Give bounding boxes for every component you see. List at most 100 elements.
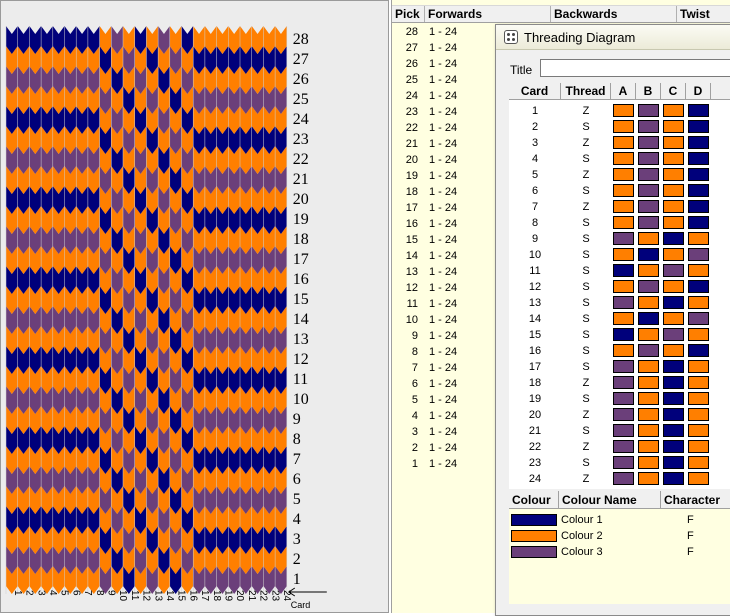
hole-colour-cell[interactable] — [613, 472, 634, 485]
thread-direction[interactable]: Z — [582, 441, 590, 453]
column-header-colour-name[interactable]: Colour Name — [559, 491, 661, 509]
hole-colour-cell[interactable] — [638, 424, 659, 437]
hole-colour-cell[interactable] — [613, 440, 634, 453]
pattern-preview-panel[interactable]: 1 2 3 4 5 6 7 8 9 10 11 12 13 14 15 16 17 18 19 20 21 22 23 24 2… — [0, 0, 389, 613]
window-titlebar[interactable]: Threading Diagram — [496, 25, 730, 50]
column-header-b[interactable]: B — [636, 83, 661, 100]
hole-colour-cell[interactable] — [613, 136, 634, 149]
colour-row[interactable]: Colour 3 F — [509, 544, 730, 560]
card-row[interactable]: 17 S — [509, 359, 730, 375]
card-row[interactable]: 20 Z — [509, 407, 730, 423]
hole-colour-cell[interactable] — [688, 456, 709, 469]
card-row[interactable]: 13 S — [509, 295, 730, 311]
thread-direction[interactable]: Z — [582, 201, 590, 213]
hole-colour-cell[interactable] — [638, 152, 659, 165]
thread-direction[interactable]: Z — [582, 105, 590, 117]
thread-direction[interactable]: S — [582, 185, 590, 197]
thread-direction[interactable]: S — [582, 393, 590, 405]
hole-colour-cell[interactable] — [663, 120, 684, 133]
hole-colour-cell[interactable] — [663, 408, 684, 421]
thread-direction[interactable]: Z — [582, 169, 590, 181]
hole-colour-cell[interactable] — [663, 184, 684, 197]
column-header-pick[interactable]: Pick — [392, 6, 425, 22]
hole-colour-cell[interactable] — [613, 120, 634, 133]
thread-direction[interactable]: S — [582, 281, 590, 293]
hole-colour-cell[interactable] — [613, 168, 634, 181]
hole-colour-cell[interactable] — [663, 344, 684, 357]
hole-colour-cell[interactable] — [613, 328, 634, 341]
hole-colour-cell[interactable] — [663, 264, 684, 277]
hole-colour-cell[interactable] — [613, 200, 634, 213]
thread-direction[interactable]: S — [582, 345, 590, 357]
thread-direction[interactable]: S — [582, 233, 590, 245]
hole-colour-cell[interactable] — [638, 472, 659, 485]
hole-colour-cell[interactable] — [688, 376, 709, 389]
hole-colour-cell[interactable] — [688, 152, 709, 165]
hole-colour-cell[interactable] — [638, 216, 659, 229]
card-threading-table[interactable]: Card Thread A B C D 1 Z 2 S 3 Z 4 S 5 Z 6 S 7 Z 8 S 9 S 10… — [509, 83, 730, 489]
hole-colour-cell[interactable] — [638, 232, 659, 245]
thread-direction[interactable]: S — [582, 153, 590, 165]
hole-colour-cell[interactable] — [663, 440, 684, 453]
hole-colour-cell[interactable] — [663, 360, 684, 373]
thread-direction[interactable]: S — [582, 249, 590, 261]
hole-colour-cell[interactable] — [688, 424, 709, 437]
title-input[interactable] — [540, 59, 730, 77]
card-row[interactable]: 24 Z — [509, 471, 730, 487]
hole-colour-cell[interactable] — [688, 312, 709, 325]
thread-direction[interactable]: Z — [582, 473, 590, 485]
column-header-c[interactable]: C — [661, 83, 686, 100]
hole-colour-cell[interactable] — [688, 248, 709, 261]
hole-colour-cell[interactable] — [663, 376, 684, 389]
hole-colour-cell[interactable] — [663, 248, 684, 261]
hole-colour-cell[interactable] — [613, 280, 634, 293]
thread-direction[interactable]: Z — [582, 409, 590, 421]
hole-colour-cell[interactable] — [663, 200, 684, 213]
hole-colour-cell[interactable] — [638, 184, 659, 197]
thread-direction[interactable]: S — [582, 121, 590, 133]
hole-colour-cell[interactable] — [663, 328, 684, 341]
hole-colour-cell[interactable] — [638, 328, 659, 341]
card-row[interactable]: 22 Z — [509, 439, 730, 455]
hole-colour-cell[interactable] — [663, 280, 684, 293]
hole-colour-cell[interactable] — [613, 296, 634, 309]
hole-colour-cell[interactable] — [638, 248, 659, 261]
hole-colour-cell[interactable] — [688, 104, 709, 117]
hole-colour-cell[interactable] — [613, 376, 634, 389]
card-row[interactable]: 14 S — [509, 311, 730, 327]
card-row[interactable]: 12 S — [509, 279, 730, 295]
hole-colour-cell[interactable] — [688, 136, 709, 149]
hole-colour-cell[interactable] — [638, 376, 659, 389]
hole-colour-cell[interactable] — [638, 312, 659, 325]
hole-colour-cell[interactable] — [663, 392, 684, 405]
card-row[interactable]: 19 S — [509, 391, 730, 407]
thread-direction[interactable]: Z — [582, 137, 590, 149]
hole-colour-cell[interactable] — [663, 296, 684, 309]
hole-colour-cell[interactable] — [613, 216, 634, 229]
card-row[interactable]: 16 S — [509, 343, 730, 359]
hole-colour-cell[interactable] — [638, 120, 659, 133]
hole-colour-cell[interactable] — [613, 264, 634, 277]
card-row[interactable]: 11 S — [509, 263, 730, 279]
hole-colour-cell[interactable] — [688, 232, 709, 245]
hole-colour-cell[interactable] — [638, 280, 659, 293]
thread-direction[interactable]: S — [582, 265, 590, 277]
hole-colour-cell[interactable] — [688, 392, 709, 405]
card-row[interactable]: 15 S — [509, 327, 730, 343]
hole-colour-cell[interactable] — [638, 200, 659, 213]
threading-diagram-window[interactable]: Threading Diagram Title Card Thread A B … — [495, 24, 730, 616]
hole-colour-cell[interactable] — [638, 360, 659, 373]
hole-colour-cell[interactable] — [638, 392, 659, 405]
thread-direction[interactable]: S — [582, 297, 590, 309]
hole-colour-cell[interactable] — [613, 456, 634, 469]
hole-colour-cell[interactable] — [688, 408, 709, 421]
colour-swatch[interactable] — [511, 530, 557, 542]
thread-direction[interactable]: S — [582, 425, 590, 437]
hole-colour-cell[interactable] — [663, 152, 684, 165]
hole-colour-cell[interactable] — [663, 232, 684, 245]
column-header-forwards[interactable]: Forwards — [425, 6, 551, 22]
